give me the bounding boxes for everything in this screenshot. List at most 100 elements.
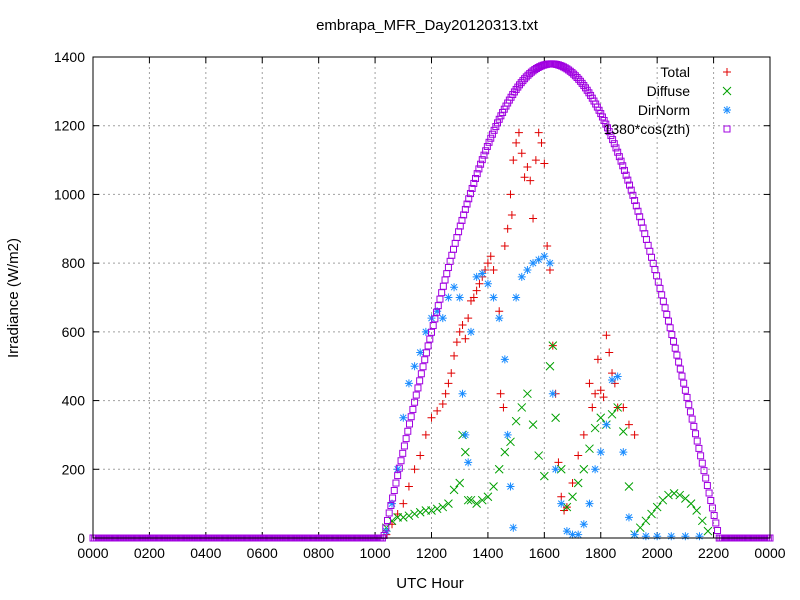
data-point	[562, 502, 572, 512]
data-point	[480, 151, 488, 159]
data-point	[686, 408, 694, 416]
data-point	[410, 465, 419, 474]
data-point	[466, 495, 476, 505]
data-point	[433, 308, 441, 316]
data-point	[441, 389, 450, 398]
data-point	[453, 234, 461, 242]
data-point	[545, 259, 554, 268]
data-point	[383, 516, 391, 524]
data-point	[652, 502, 662, 512]
data-point	[523, 389, 532, 399]
data-point	[463, 200, 471, 208]
data-point	[666, 324, 674, 332]
data-point	[669, 488, 679, 498]
legend-label: Diffuse	[647, 83, 691, 99]
y-tick-label: 600	[62, 324, 86, 340]
data-point	[702, 474, 710, 482]
data-point	[545, 361, 555, 371]
data-point	[461, 205, 469, 213]
data-point	[507, 211, 516, 220]
data-point	[464, 314, 473, 323]
data-point	[409, 405, 417, 413]
data-point	[455, 478, 465, 488]
data-point	[667, 532, 676, 541]
data-point	[648, 253, 656, 261]
data-point	[517, 403, 527, 412]
data-point	[475, 279, 484, 288]
data-point	[389, 494, 397, 502]
data-point	[512, 138, 521, 147]
data-point	[540, 159, 549, 168]
data-point	[456, 222, 464, 230]
data-point	[405, 420, 413, 428]
data-point	[593, 355, 602, 364]
data-point	[431, 315, 439, 323]
x-tick-label: 2000	[642, 545, 673, 561]
data-point	[483, 492, 493, 502]
data-point	[641, 532, 650, 541]
data-point	[417, 370, 425, 378]
data-point	[503, 430, 512, 439]
data-point	[622, 171, 630, 179]
data-point	[489, 293, 498, 302]
legend-marker	[723, 125, 731, 133]
data-point	[585, 379, 594, 388]
data-point	[450, 351, 459, 360]
data-point	[494, 464, 504, 474]
data-point	[686, 499, 696, 508]
data-point	[458, 320, 467, 329]
data-point	[629, 191, 637, 199]
data-point	[646, 247, 654, 255]
data-point	[610, 140, 618, 148]
data-point	[444, 263, 452, 271]
data-point	[602, 120, 610, 128]
data-point	[695, 532, 704, 541]
data-point	[608, 369, 617, 378]
data-point	[548, 341, 558, 350]
data-point	[664, 317, 672, 325]
chart-title: embrapa_MFR_Day20120313.txt	[316, 17, 539, 34]
data-point	[500, 355, 509, 364]
series-2	[382, 252, 704, 541]
data-point	[434, 302, 442, 310]
data-point	[451, 239, 459, 247]
data-point	[613, 372, 622, 381]
data-point	[388, 499, 397, 508]
data-point	[404, 511, 414, 521]
data-point	[607, 409, 617, 419]
x-tick-label: 0600	[247, 545, 278, 561]
data-point	[419, 363, 427, 371]
data-point	[605, 128, 613, 136]
data-point	[619, 403, 628, 412]
data-point	[472, 272, 481, 281]
data-point	[681, 532, 690, 541]
data-point	[421, 430, 430, 439]
data-point	[400, 442, 408, 450]
data-point	[534, 255, 543, 264]
data-point	[469, 293, 478, 302]
data-point	[598, 113, 606, 121]
data-point	[416, 348, 425, 357]
data-point	[626, 181, 634, 189]
data-point	[385, 509, 393, 517]
data-point	[683, 393, 691, 401]
data-point	[671, 344, 679, 352]
data-point	[673, 351, 681, 359]
data-point	[644, 241, 652, 249]
data-point	[478, 156, 486, 164]
data-point	[529, 259, 538, 268]
data-point	[639, 224, 647, 232]
data-point	[450, 283, 459, 292]
data-point	[548, 389, 557, 398]
data-point	[432, 504, 442, 514]
data-point	[438, 400, 447, 409]
legend-label: 1380*cos(zth)	[604, 121, 690, 137]
data-point	[478, 269, 487, 278]
data-point	[416, 451, 425, 460]
data-point	[641, 230, 649, 238]
data-point	[438, 314, 447, 323]
data-point	[681, 386, 689, 394]
data-point	[439, 282, 447, 290]
data-point	[422, 349, 430, 357]
